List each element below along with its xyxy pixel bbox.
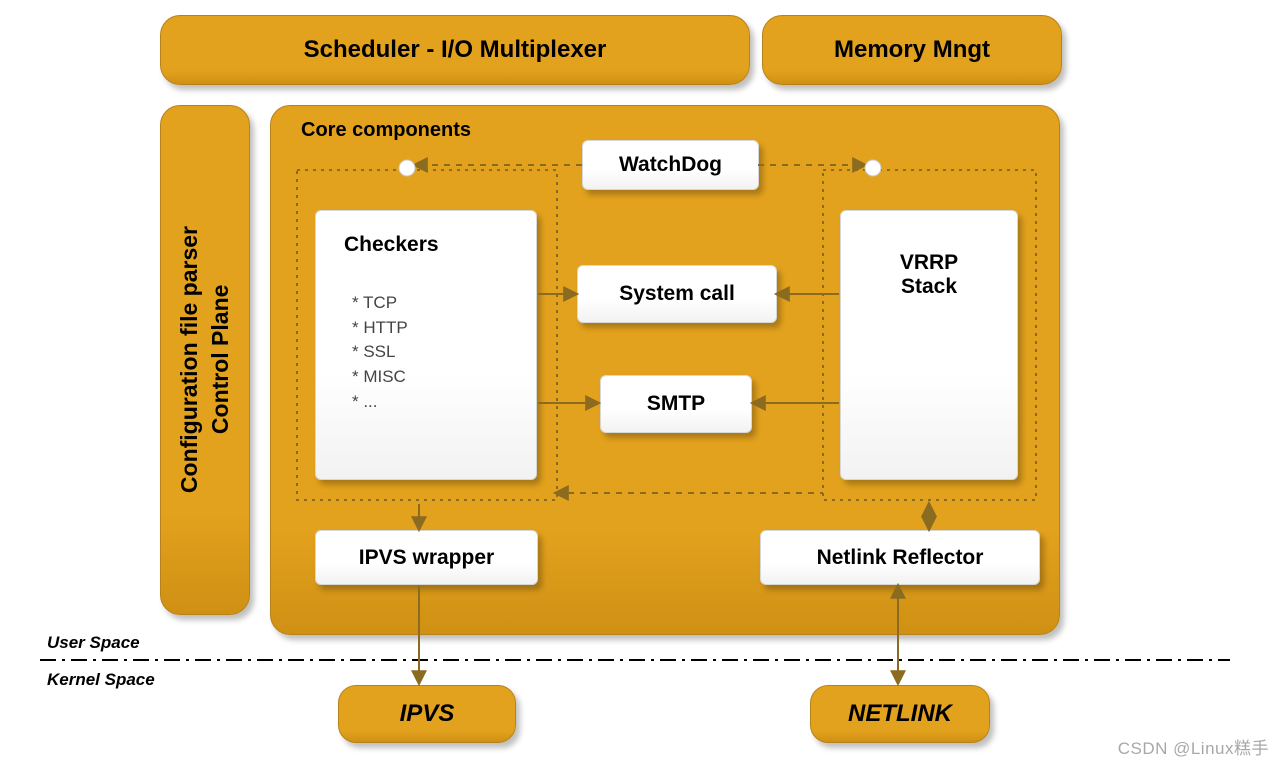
netlink-box-label: NETLINK [848,700,952,728]
netlink-box: NETLINK [810,685,990,743]
ipvs-wrapper-box: IPVS wrapper [315,530,538,585]
system-call-box: System call [577,265,777,323]
checkers-item-3: * MISC [352,365,536,390]
checkers-title: Checkers [344,233,439,257]
vrrp-line1: VRRP [900,251,958,275]
core-components-title: Core components [301,119,471,142]
checkers-list: * TCP* HTTP* SSL* MISC* ... [352,291,536,414]
vrrp-stack-box: VRRPStack [840,210,1018,480]
watermark-text: CSDN @Linux糕手 [1118,734,1269,759]
scheduler-box: Scheduler - I/O Multiplexer [160,15,750,85]
checkers-item-1: * HTTP [352,316,536,341]
netlink-reflector-box: Netlink Reflector [760,530,1040,585]
watchdog-box: WatchDog [582,140,759,190]
kernel-space-label: Kernel Space [47,670,155,690]
control-plane-line1: Control Plane [205,226,236,493]
scheduler-label: Scheduler - I/O Multiplexer [304,36,607,64]
checkers-item-0: * TCP [352,291,536,316]
ipvs-wrapper-label: IPVS wrapper [359,546,494,570]
system-call-label: System call [619,282,735,306]
netlink-reflector-label: Netlink Reflector [817,546,984,570]
checkers-item-4: * ... [352,390,536,415]
ipvs-box-label: IPVS [400,700,455,728]
user-space-label: User Space [47,633,140,653]
checkers-box: Checkers * TCP* HTTP* SSL* MISC* ... [315,210,537,480]
control-plane-sidebar: Configuration file parserControl Plane [160,105,250,615]
checkers-item-2: * SSL [352,340,536,365]
memory-mgmt-label: Memory Mngt [834,36,990,64]
smtp-box: SMTP [600,375,752,433]
control-plane-label: Configuration file parserControl Plane [174,226,236,493]
control-plane-line2: Configuration file parser [174,226,205,493]
watchdog-label: WatchDog [619,153,722,177]
smtp-label: SMTP [647,392,705,416]
ipvs-box: IPVS [338,685,516,743]
memory-mgmt-box: Memory Mngt [762,15,1062,85]
vrrp-line2: Stack [901,275,957,299]
